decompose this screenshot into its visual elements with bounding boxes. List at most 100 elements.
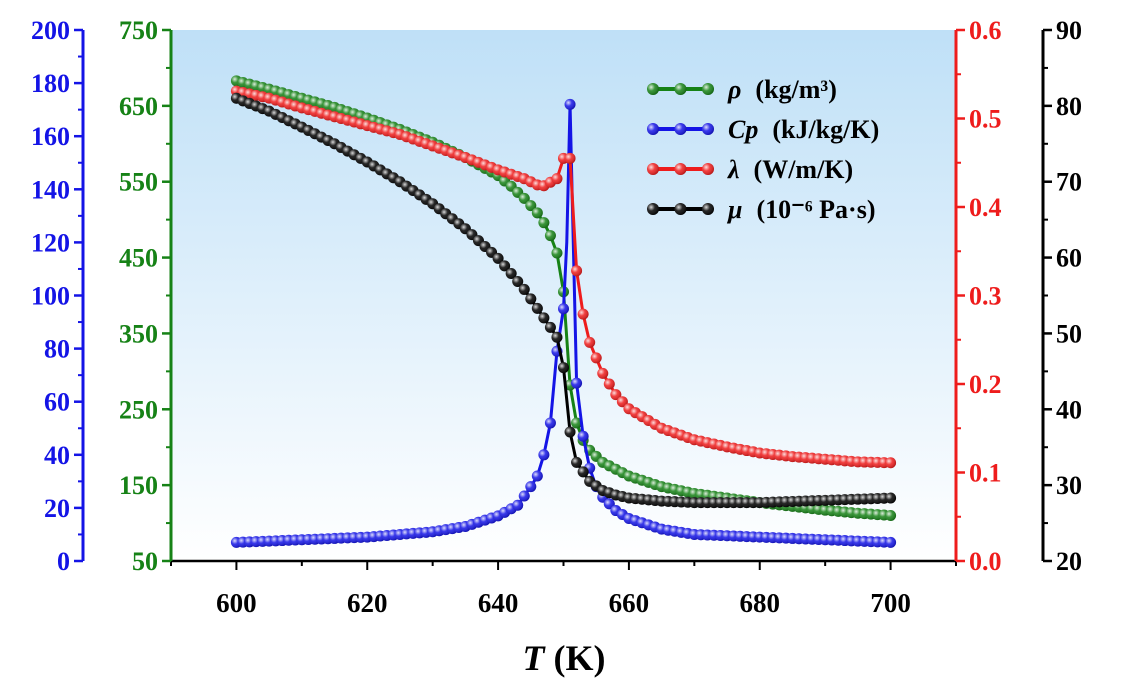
legend-item-lambda: λ (W/m/K)	[647, 155, 853, 184]
marker-shine-mu	[538, 312, 550, 324]
y-tick-label-cp: 180	[31, 69, 70, 98]
marker-shine-cp	[512, 499, 524, 511]
x-tick-label: 620	[347, 588, 388, 618]
y-axis-rho: 50 150 250 350 450 550 650 750	[119, 16, 173, 576]
legend-unit: (W/m/K)	[754, 155, 854, 184]
legend-swatch-shine	[702, 203, 714, 215]
y-tick-label-mu: 40	[1056, 395, 1082, 424]
x-axis: 600 620 640 660 680 700	[170, 559, 957, 618]
y-tick-label-mu: 50	[1056, 319, 1082, 348]
legend-symbol: Cp	[728, 115, 758, 144]
legend-item-mu: μ (10⁻⁶ Pa·s)	[647, 195, 875, 224]
y-tick-label-mu: 20	[1056, 547, 1082, 576]
y-axis-mu: 20 30 40 50 60 70 80 90	[1041, 16, 1082, 576]
marker-shine-cp	[518, 490, 530, 502]
marker-shine-lambda	[603, 378, 615, 390]
y-tick-label-cp: 200	[31, 16, 70, 45]
marker-shine-lambda	[571, 265, 583, 277]
legend-swatch-shine	[674, 203, 687, 215]
y-tick-label-cp: 140	[31, 175, 70, 204]
series-cp	[230, 98, 897, 548]
legend-unit: (kJ/kg/K)	[772, 115, 879, 144]
marker-shine-cp	[571, 377, 583, 389]
marker-shine-lambda	[616, 396, 628, 408]
marker-shine-rho	[538, 217, 550, 229]
legend-unit: (10⁻⁶ Pa·s)	[756, 195, 875, 224]
y-tick-label-mu: 30	[1056, 471, 1082, 500]
legend-swatch-shine	[702, 123, 714, 135]
y-tick-label-mu: 80	[1056, 92, 1082, 121]
y-tick-label-cp: 160	[31, 122, 70, 151]
legend-label-rho: ρ (kg/m³)	[727, 75, 837, 104]
y-tick-label-cp: 100	[31, 282, 70, 311]
marker-shine-lambda	[564, 152, 576, 164]
y-tick-label-mu: 70	[1056, 168, 1082, 197]
legend-unit: (kg/m³)	[755, 75, 836, 104]
marker-shine-cp	[885, 536, 897, 548]
x-tick-label: 660	[609, 588, 650, 618]
legend-swatch-shine	[674, 163, 687, 175]
marker-shine-rho	[531, 207, 543, 219]
marker-shine-mu	[577, 466, 589, 478]
x-axis-title-unit: (K)	[545, 638, 606, 678]
legend-swatch-shine	[647, 163, 659, 175]
y-tick-label-lambda: 0.5	[969, 105, 1002, 134]
marker-shine-cp	[544, 417, 556, 429]
y-tick-label-cp: 0	[57, 547, 70, 576]
marker-shine-rho	[885, 509, 897, 521]
marker-shine-mu	[525, 293, 537, 305]
y-tick-label-rho: 150	[119, 471, 158, 500]
y-tick-label-rho: 250	[119, 395, 158, 424]
marker-shine-rho	[544, 230, 556, 242]
marker-shine-lambda	[577, 308, 589, 320]
marker-shine-cp	[564, 98, 576, 110]
legend-swatch-shine	[647, 123, 659, 135]
y-axis-cp: 0 20 40 60 80 100 120 140 160 180 200	[31, 16, 85, 576]
marker-shine-lambda	[885, 457, 897, 469]
marker-shine-cp	[525, 481, 537, 493]
x-tick-label: 680	[740, 588, 781, 618]
legend-symbol: λ	[727, 155, 740, 184]
marker-shine-mu	[518, 283, 530, 295]
marker-shine-lambda	[597, 367, 609, 379]
legend-swatch-shine	[647, 203, 659, 215]
y-tick-label-rho: 350	[119, 319, 158, 348]
y-tick-label-cp: 60	[44, 388, 70, 417]
y-tick-label-lambda: 0.0	[969, 547, 1002, 576]
legend-symbol: ρ	[727, 75, 741, 104]
marker-shine-mu	[558, 362, 569, 374]
series-layer	[230, 75, 897, 548]
marker-shine-mu	[505, 268, 517, 280]
marker-shine-mu	[571, 456, 583, 468]
y-tick-label-cp: 80	[44, 335, 70, 364]
marker-shine-mu	[531, 302, 543, 314]
y-tick-label-cp: 40	[44, 441, 70, 470]
marker-shine-mu	[551, 331, 563, 343]
marker-shine-rho	[518, 192, 530, 204]
marker-shine-lambda	[590, 352, 602, 364]
y-axis-lambda: 0.0 0.1 0.2 0.3 0.4 0.5 0.6	[954, 16, 1002, 576]
y-tick-label-cp: 20	[44, 494, 70, 523]
y-tick-label-rho: 50	[132, 547, 158, 576]
y-tick-label-lambda: 0.2	[969, 370, 1002, 399]
legend-label-cp: Cp (kJ/kg/K)	[728, 115, 879, 144]
marker-shine-rho	[525, 200, 537, 212]
marker-shine-mu	[885, 492, 897, 504]
axes-layer: 600 620 640 660 680 700 0 20 40 60 80 100 120 140 160 1…	[31, 16, 1082, 618]
y-tick-label-lambda: 0.6	[969, 16, 1002, 45]
legend-swatch-shine	[702, 83, 714, 95]
marker-shine-mu	[499, 260, 511, 272]
legend-symbol: μ	[726, 195, 742, 224]
marker-shine-lambda	[551, 173, 563, 185]
x-axis-title-symbol: T	[523, 638, 547, 678]
y-tick-label-mu: 60	[1056, 244, 1082, 273]
marker-shine-cp	[538, 449, 550, 461]
y-tick-label-rho: 450	[119, 244, 158, 273]
legend-item-cp: Cp (kJ/kg/K)	[647, 115, 879, 144]
y-tick-label-rho: 650	[119, 92, 158, 121]
y-tick-label-cp: 120	[31, 228, 70, 257]
y-tick-label-lambda: 0.1	[969, 459, 1002, 488]
legend-swatch-shine	[702, 163, 714, 175]
x-tick-label: 700	[870, 588, 911, 618]
